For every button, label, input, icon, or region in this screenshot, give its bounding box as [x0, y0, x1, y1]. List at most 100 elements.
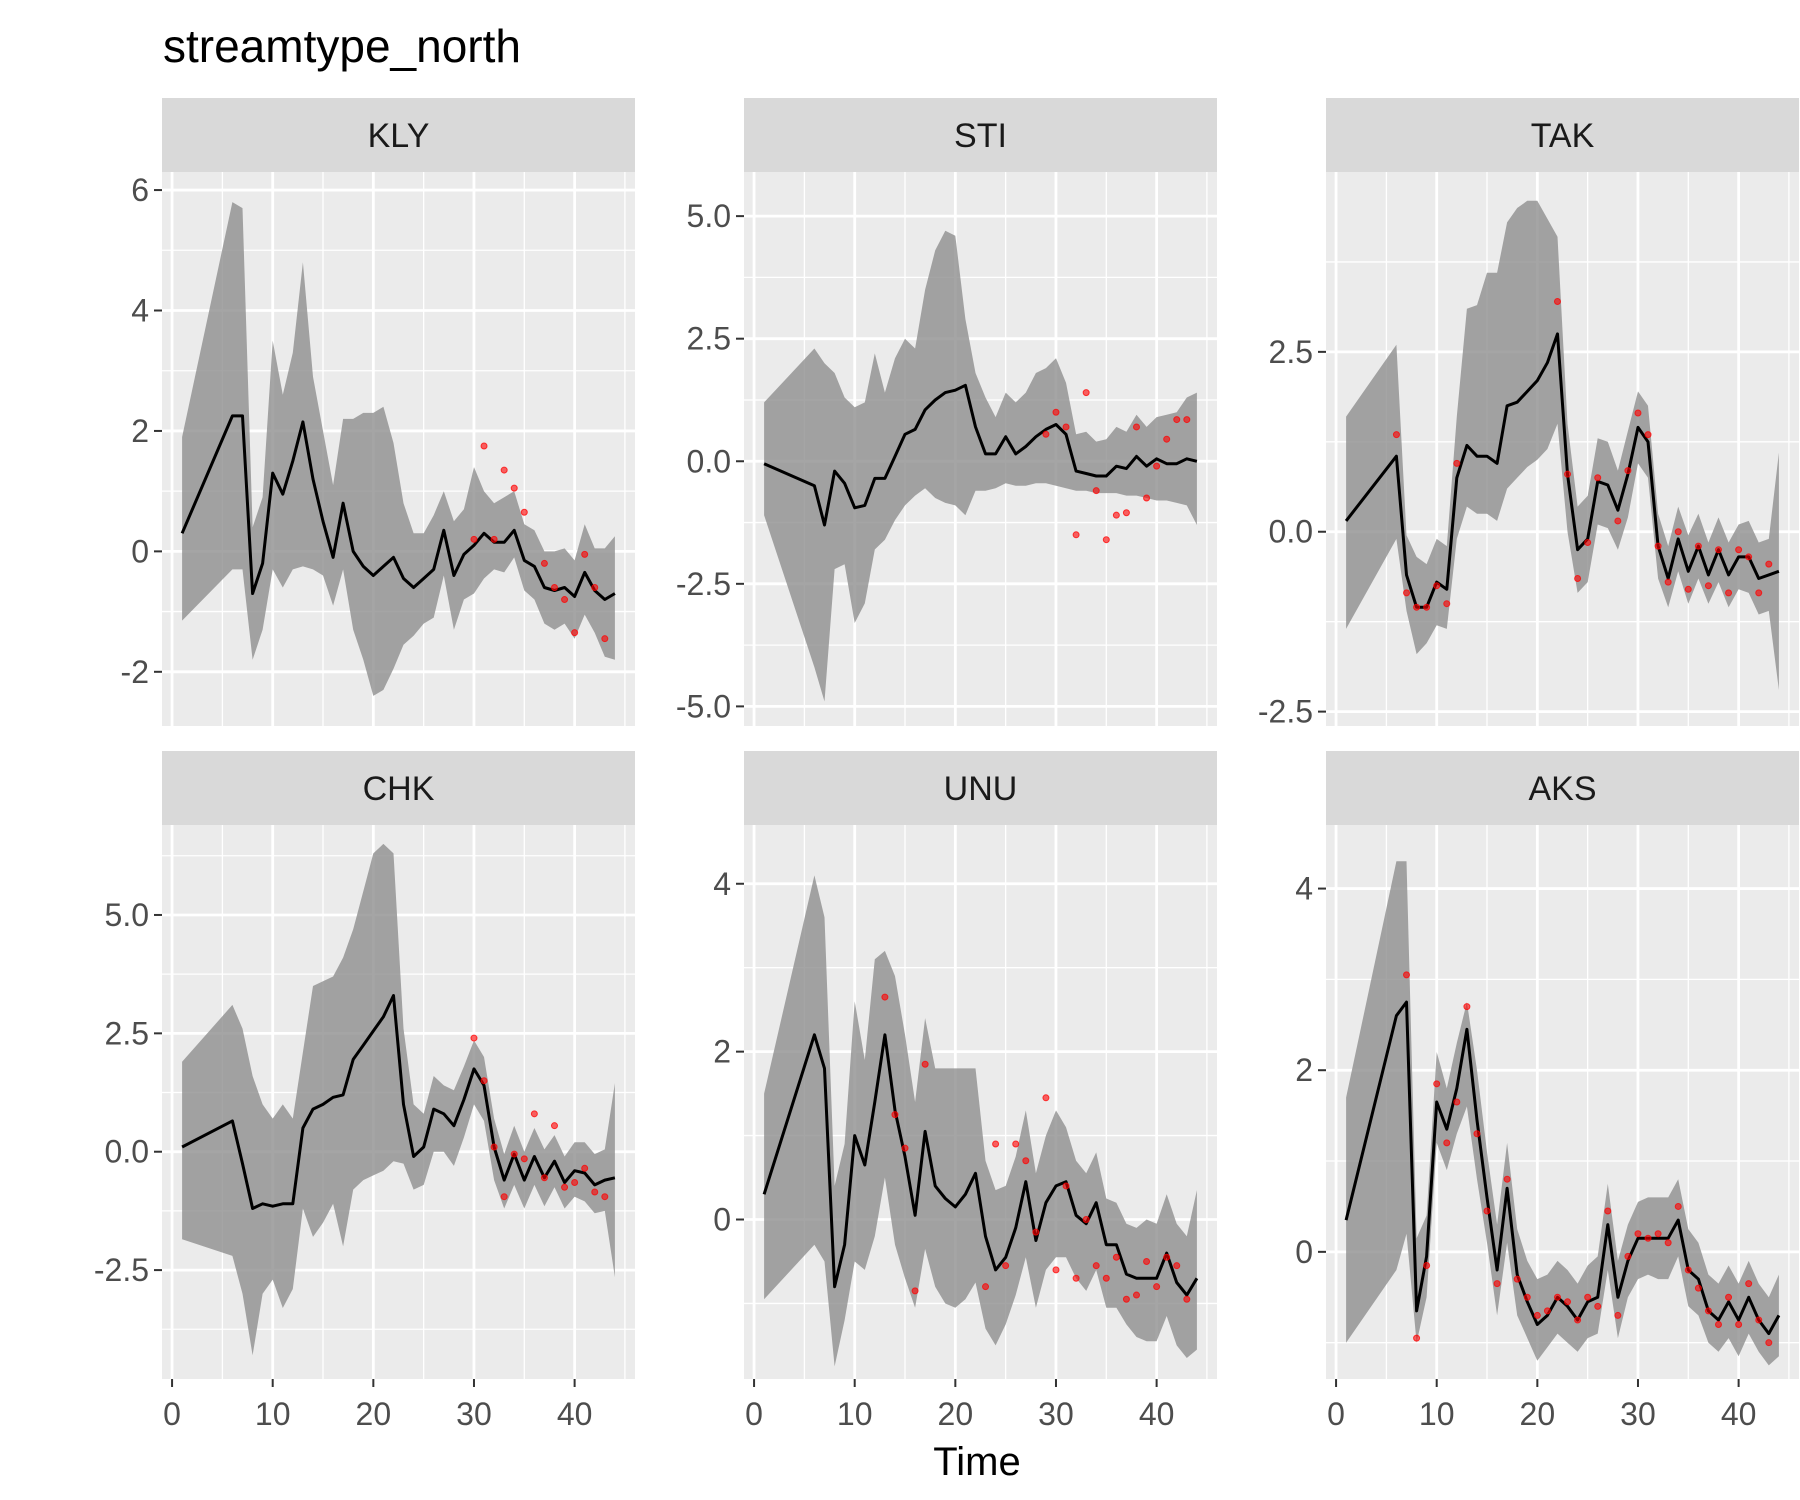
x-tick-label: 0 [1327, 1396, 1345, 1432]
data-point [1664, 1239, 1672, 1247]
series-line-kly [180, 414, 616, 601]
data-point [480, 1077, 488, 1085]
data-point [490, 535, 498, 543]
data-point [1674, 1202, 1682, 1210]
data-point [510, 1150, 518, 1158]
data-point [581, 550, 589, 558]
data-point [1463, 1003, 1471, 1011]
y-tick-label: 5.0 [687, 198, 731, 234]
y-tick-label: 5.0 [105, 897, 149, 933]
chart-title: streamtype_north [163, 20, 521, 72]
data-point [1002, 1262, 1010, 1270]
data-point [1493, 1280, 1501, 1288]
data-point [1694, 1284, 1702, 1292]
data-point [1403, 971, 1411, 979]
data-point [1704, 582, 1712, 590]
x-tick-label: 0 [163, 1396, 181, 1432]
data-point [1614, 517, 1622, 525]
data-point [1052, 408, 1060, 416]
y-tick-label: 0.0 [687, 443, 731, 479]
x-tick-label: 40 [1721, 1396, 1757, 1432]
strip-label-chk: CHK [363, 770, 435, 808]
data-point [1473, 1130, 1481, 1138]
data-point [1143, 494, 1151, 502]
panel-kly: KLY -2 0 2 4 6 [121, 98, 635, 726]
data-point [1644, 1234, 1652, 1242]
data-point [1112, 1253, 1120, 1261]
data-point [1433, 582, 1441, 590]
data-point [601, 1193, 609, 1201]
data-point [591, 584, 599, 591]
data-point [1765, 1339, 1773, 1347]
y-tick-label: -5.0 [676, 688, 731, 724]
data-point [530, 1110, 538, 1118]
x-tick-label: 30 [1038, 1396, 1074, 1432]
data-point [591, 1188, 599, 1196]
data-point [1483, 1207, 1491, 1215]
data-point [901, 1144, 909, 1152]
data-point [1704, 1307, 1712, 1315]
data-point [1674, 528, 1682, 536]
data-point [1183, 1295, 1191, 1303]
data-point [1163, 1253, 1171, 1261]
data-point [1173, 416, 1181, 424]
data-point [1132, 423, 1140, 431]
data-point [561, 596, 569, 604]
data-point [1614, 1311, 1622, 1319]
y-tick-label: -2.5 [676, 566, 731, 602]
data-point [1122, 1295, 1130, 1303]
y-tick-label: 0 [131, 533, 149, 569]
x-tick-label: 30 [456, 1396, 492, 1432]
ribbon-kly [182, 202, 615, 696]
ribbon-aks [1346, 861, 1779, 1366]
data-point [1594, 1302, 1602, 1310]
data-point [1654, 1230, 1662, 1238]
y-tick-label: 6 [131, 172, 149, 208]
data-point [1735, 1321, 1743, 1329]
series-line-chk [181, 994, 616, 1210]
data-point [1725, 1293, 1733, 1301]
data-point [911, 1287, 919, 1295]
data-point [1664, 578, 1672, 586]
ribbon-unu [764, 875, 1197, 1367]
data-point [1543, 1307, 1551, 1315]
data-point [1423, 603, 1431, 611]
data-point [1584, 539, 1592, 547]
data-point [1735, 546, 1743, 554]
strip-tak [1326, 98, 1799, 172]
data-point [550, 1122, 558, 1130]
data-point [470, 535, 478, 543]
x-tick-label: 30 [1620, 1396, 1656, 1432]
series-line-sti [763, 383, 1198, 527]
data-point [1183, 416, 1191, 424]
data-point [1082, 1216, 1090, 1224]
data-point [1745, 553, 1753, 561]
y-tick-label: -2 [121, 654, 149, 690]
strip-label-aks: AKS [1528, 770, 1596, 808]
y-tick-label: 4 [131, 293, 149, 329]
data-point [1443, 600, 1451, 608]
data-point [490, 1143, 498, 1151]
panel-chk: CHK -2.5 0.0 2.5 5.0 0 10 20 30 40 [94, 751, 635, 1432]
data-point [1122, 509, 1130, 517]
data-point [891, 1111, 899, 1119]
data-point [1714, 1321, 1722, 1329]
data-point [1403, 589, 1411, 597]
panels-group: KLY -2 0 2 4 6 STI -5.0 -2.5 0.0 2.5 5.0 TAK -2.5 0.0 2… [94, 98, 1799, 1432]
data-point [1102, 536, 1110, 544]
data-point [1694, 542, 1702, 550]
data-point [1132, 1291, 1140, 1299]
y-tick-label: 4 [1295, 871, 1313, 907]
y-tick-label: 0 [713, 1202, 731, 1238]
y-tick-label: 0.0 [105, 1134, 149, 1170]
x-tick-label: 20 [1520, 1396, 1556, 1432]
data-point [540, 559, 548, 567]
data-point [1062, 423, 1070, 431]
data-point [1503, 1175, 1511, 1183]
data-point [1042, 430, 1050, 438]
data-point [921, 1060, 929, 1068]
series-line-aks [1344, 1000, 1781, 1336]
y-tick-label: 2 [131, 413, 149, 449]
